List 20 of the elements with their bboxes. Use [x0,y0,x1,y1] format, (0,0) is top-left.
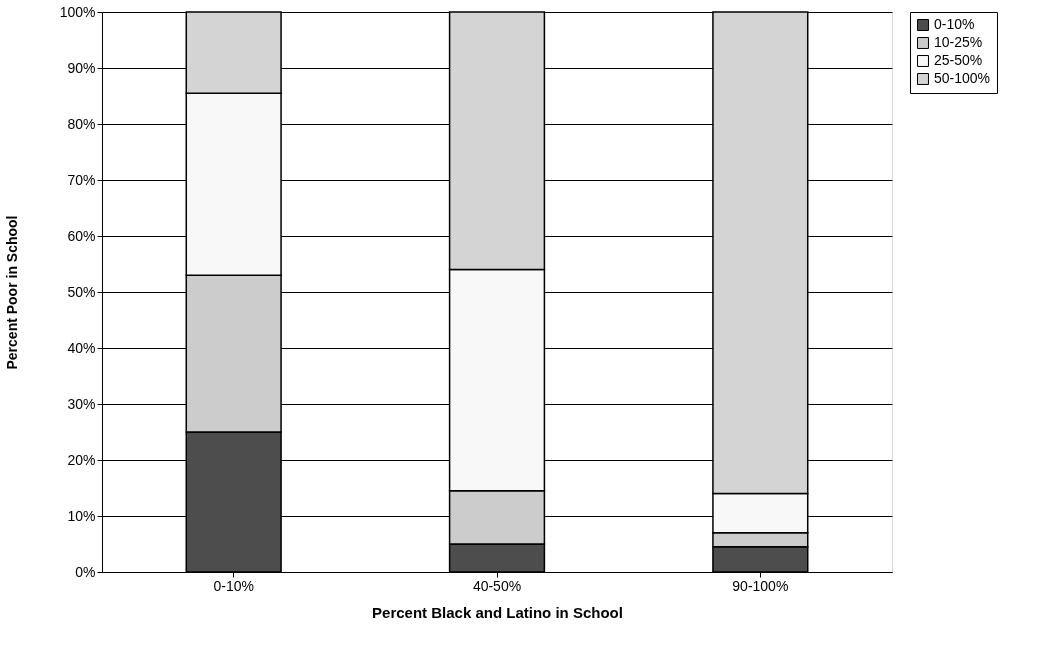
x-tick-label: 90-100% [732,577,789,594]
y-tick-label: 40% [67,339,96,356]
y-tick-label: 80% [67,115,96,132]
y-axis-title: Percent Poor in School [3,215,20,370]
y-tick-label: 30% [67,395,96,412]
y-tick-label: 100% [59,3,96,20]
legend-label: 0-10% [934,16,975,32]
y-tick-label: 90% [67,59,96,76]
legend-label: 10-25% [934,34,983,50]
y-tick-label: 60% [67,227,96,244]
legend-label: 50-100% [934,70,991,86]
y-tick-label: 0% [75,563,96,580]
x-axis-title: Percent Black and Latino in School [372,603,623,621]
x-tick-label: 0-10% [213,577,254,594]
y-tick-label: 10% [67,507,96,524]
legend-label: 25-50% [934,52,983,68]
y-tick-label: 70% [67,171,96,188]
y-tick-label: 20% [67,451,96,468]
y-tick-label: 50% [67,283,96,300]
x-tick-label: 40-50% [472,577,522,594]
